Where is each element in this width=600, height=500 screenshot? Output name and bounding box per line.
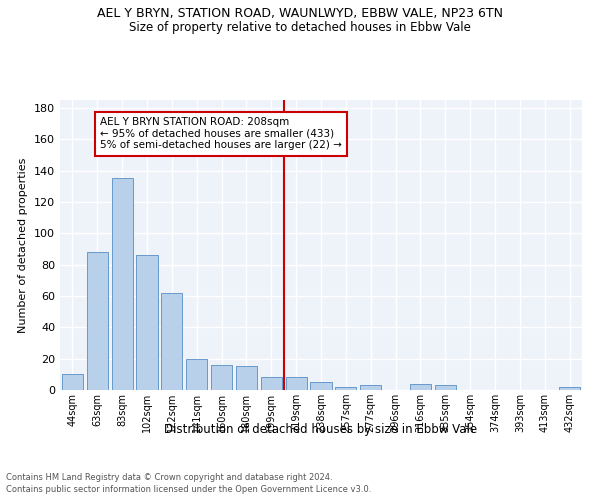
Bar [335, 387, 356, 390]
Text: Size of property relative to detached houses in Ebbw Vale: Size of property relative to detached ho… [129, 21, 471, 34]
Text: Distribution of detached houses by size in Ebbw Vale: Distribution of detached houses by size … [164, 422, 478, 436]
Bar [87, 252, 108, 390]
Bar [559, 387, 580, 390]
Text: Contains public sector information licensed under the Open Government Licence v3: Contains public sector information licen… [6, 485, 371, 494]
Bar [236, 366, 257, 390]
Text: Contains HM Land Registry data © Crown copyright and database right 2024.: Contains HM Land Registry data © Crown c… [6, 472, 332, 482]
Bar [136, 255, 158, 390]
Bar [161, 293, 182, 390]
Bar [211, 365, 232, 390]
Bar [261, 378, 282, 390]
Bar [112, 178, 133, 390]
Text: AEL Y BRYN STATION ROAD: 208sqm
← 95% of detached houses are smaller (433)
5% of: AEL Y BRYN STATION ROAD: 208sqm ← 95% of… [100, 117, 341, 150]
Bar [360, 386, 381, 390]
Bar [62, 374, 83, 390]
Bar [435, 386, 456, 390]
Bar [310, 382, 332, 390]
Text: AEL Y BRYN, STATION ROAD, WAUNLWYD, EBBW VALE, NP23 6TN: AEL Y BRYN, STATION ROAD, WAUNLWYD, EBBW… [97, 8, 503, 20]
Bar [186, 358, 207, 390]
Bar [286, 378, 307, 390]
Y-axis label: Number of detached properties: Number of detached properties [19, 158, 28, 332]
Bar [410, 384, 431, 390]
